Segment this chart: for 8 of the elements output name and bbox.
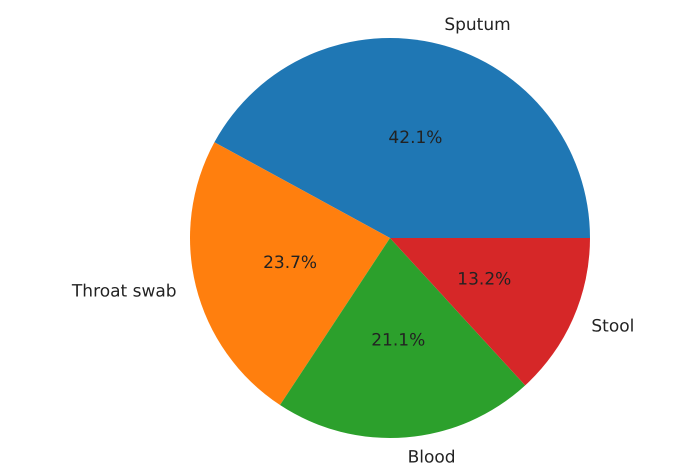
slice-label: Stool: [591, 316, 634, 337]
slice-label: Blood: [408, 447, 456, 468]
data-label: 23.7%: [263, 252, 318, 273]
data-label: 21.1%: [371, 330, 426, 351]
slice-label: Throat swab: [70, 281, 177, 302]
data-label: 13.2%: [457, 269, 512, 290]
data-label: 42.1%: [388, 128, 442, 148]
slice-label: Sputum: [444, 14, 511, 35]
